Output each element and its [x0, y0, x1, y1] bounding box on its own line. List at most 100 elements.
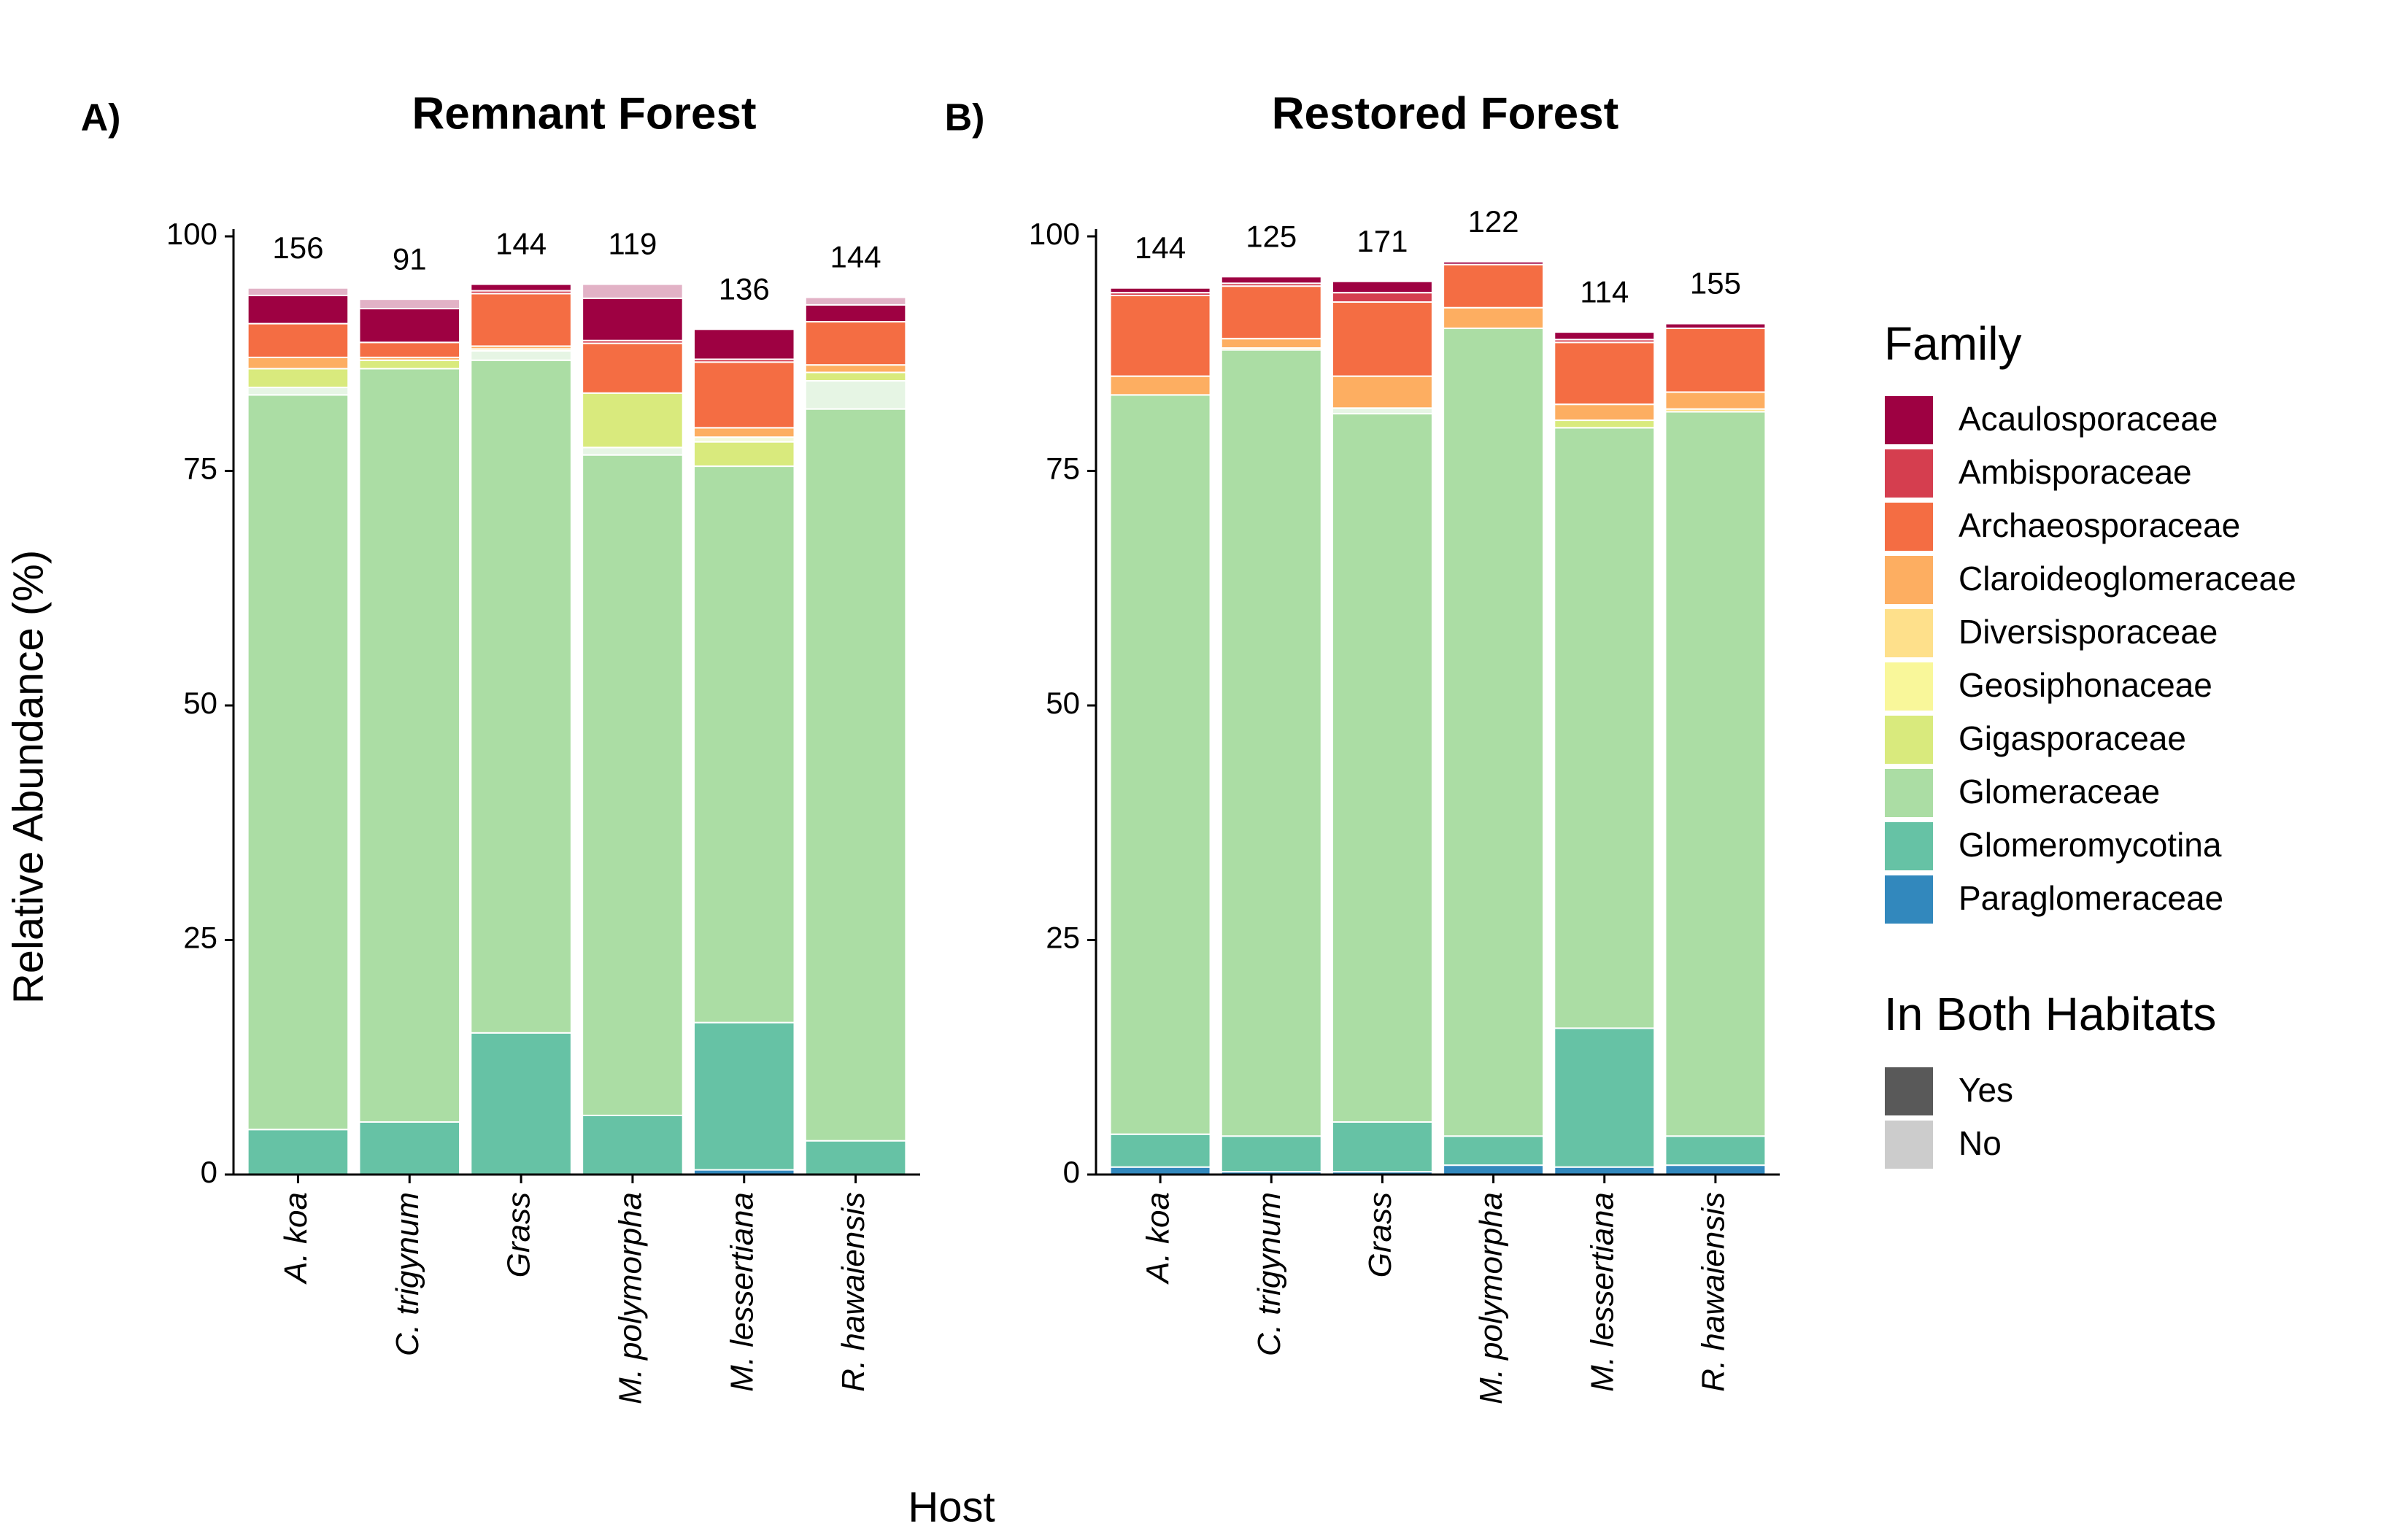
bar-segment [582, 342, 684, 394]
habitat-swatch [1883, 1119, 1934, 1170]
bar-segment [804, 380, 907, 410]
bar-segment [1109, 287, 1211, 294]
bar-segment [358, 359, 461, 370]
legend-label: Ambisporaceae [1959, 453, 2192, 491]
legend-swatch [1883, 714, 1934, 765]
legend-label: Archaeosporaceae [1959, 506, 2240, 544]
bar-segment [1443, 306, 1545, 330]
bar-segment [1331, 301, 1433, 377]
legend-label: Glomeromycotina [1959, 826, 2222, 864]
x-tick-label: M. polymorpha [1473, 1192, 1509, 1404]
y-tick-label: 50 [183, 686, 217, 720]
y-tick-label: 0 [201, 1155, 217, 1189]
bar-segment [1109, 1133, 1211, 1168]
bar-segment [1220, 285, 1322, 340]
legend-label: Claroideoglomeraceae [1959, 560, 2296, 597]
bar-segment [1664, 322, 1767, 330]
count-label: 136 [719, 271, 770, 306]
bar-segment [247, 1129, 350, 1175]
bar-segment [1331, 375, 1433, 409]
bar-segment [358, 298, 461, 310]
bar-segment [582, 1114, 684, 1176]
bar-segment [804, 408, 907, 1142]
y-tick-label: 75 [183, 452, 217, 486]
legend-label: Geosiphonaceae [1959, 666, 2212, 704]
bar-segment [1664, 1164, 1767, 1176]
bar-segment [1220, 276, 1322, 285]
chart-title: Remnant Forest [412, 88, 757, 139]
bar-segment [1109, 394, 1211, 1135]
bar-segment [1554, 1027, 1656, 1168]
bar-segment [1664, 391, 1767, 410]
bar-segment [1331, 280, 1433, 294]
bar-segment [582, 392, 684, 449]
bar-segment [804, 296, 907, 306]
y-tick-label: 25 [183, 921, 217, 955]
bar-segment [470, 293, 572, 347]
bar-segment [692, 441, 795, 468]
count-label: 156 [272, 231, 323, 265]
x-tick-label: C. trigynum [390, 1192, 425, 1356]
count-label: 144 [495, 227, 547, 261]
bar-segment [1220, 1135, 1322, 1173]
legend-swatch [1883, 554, 1934, 606]
bar-segment [247, 295, 350, 325]
x-axis-label: Host [908, 1483, 995, 1531]
count-label: 171 [1357, 224, 1408, 258]
bar-segment [1554, 341, 1656, 406]
bar-segment [247, 322, 350, 358]
habitat-label: No [1959, 1124, 2002, 1162]
bar-segment [1443, 263, 1545, 309]
y-tick-label: 25 [1046, 921, 1080, 955]
y-tick-label: 100 [1029, 217, 1080, 251]
bar-segment [1664, 328, 1767, 393]
legend-label: Acaulosporaceae [1959, 400, 2218, 438]
bar-segment [470, 283, 572, 292]
count-label: 122 [1468, 204, 1519, 239]
bar-segment [804, 371, 907, 382]
bar-segment [582, 454, 684, 1116]
bar-segment [582, 297, 684, 341]
bar-segment [1331, 292, 1433, 303]
legend-label: Paraglomeraceae [1959, 879, 2223, 917]
bar-segment [358, 368, 461, 1123]
bar-segment [1664, 1135, 1767, 1167]
x-tick-label: R. hawaiensis [1696, 1192, 1732, 1392]
legend-label: Glomeraceae [1959, 773, 2160, 811]
bar-segment [1331, 407, 1433, 415]
panel-label: B) [945, 97, 985, 139]
legend-swatch [1883, 767, 1934, 819]
bar-segment [1109, 375, 1211, 396]
x-tick-label: C. trigynum [1251, 1192, 1287, 1356]
bar-segment [804, 1140, 907, 1175]
bar-segment [1443, 1135, 1545, 1167]
y-tick-label: 0 [1063, 1155, 1080, 1189]
bar-segment [804, 303, 907, 323]
bar-segment [1554, 331, 1656, 341]
count-label: 91 [393, 241, 427, 276]
x-tick-label: Grass [1362, 1192, 1398, 1277]
y-tick-label: 75 [1046, 452, 1080, 486]
x-tick-label: A. koa [1141, 1192, 1176, 1285]
bar-segment [1220, 349, 1322, 1137]
bar-segment [1554, 403, 1656, 422]
y-axis-label: Relative Abundance (%) [4, 550, 52, 1004]
count-label: 144 [1135, 231, 1186, 265]
count-label: 144 [830, 240, 881, 274]
count-label: 114 [1580, 274, 1629, 309]
bar-segment [692, 1021, 795, 1171]
bar-segment [1554, 1166, 1656, 1176]
bar-segment [1331, 413, 1433, 1123]
bar-segment [1554, 427, 1656, 1029]
bar-segment [692, 465, 795, 1024]
bar-segment [470, 349, 572, 361]
bar-segment [692, 427, 795, 438]
bar-segment [247, 394, 350, 1131]
legend-swatch [1883, 608, 1934, 659]
x-tick-label: M. polymorpha [613, 1192, 649, 1404]
count-label: 125 [1246, 219, 1297, 253]
bar-segment [1443, 260, 1545, 266]
bar-segment [582, 283, 684, 299]
